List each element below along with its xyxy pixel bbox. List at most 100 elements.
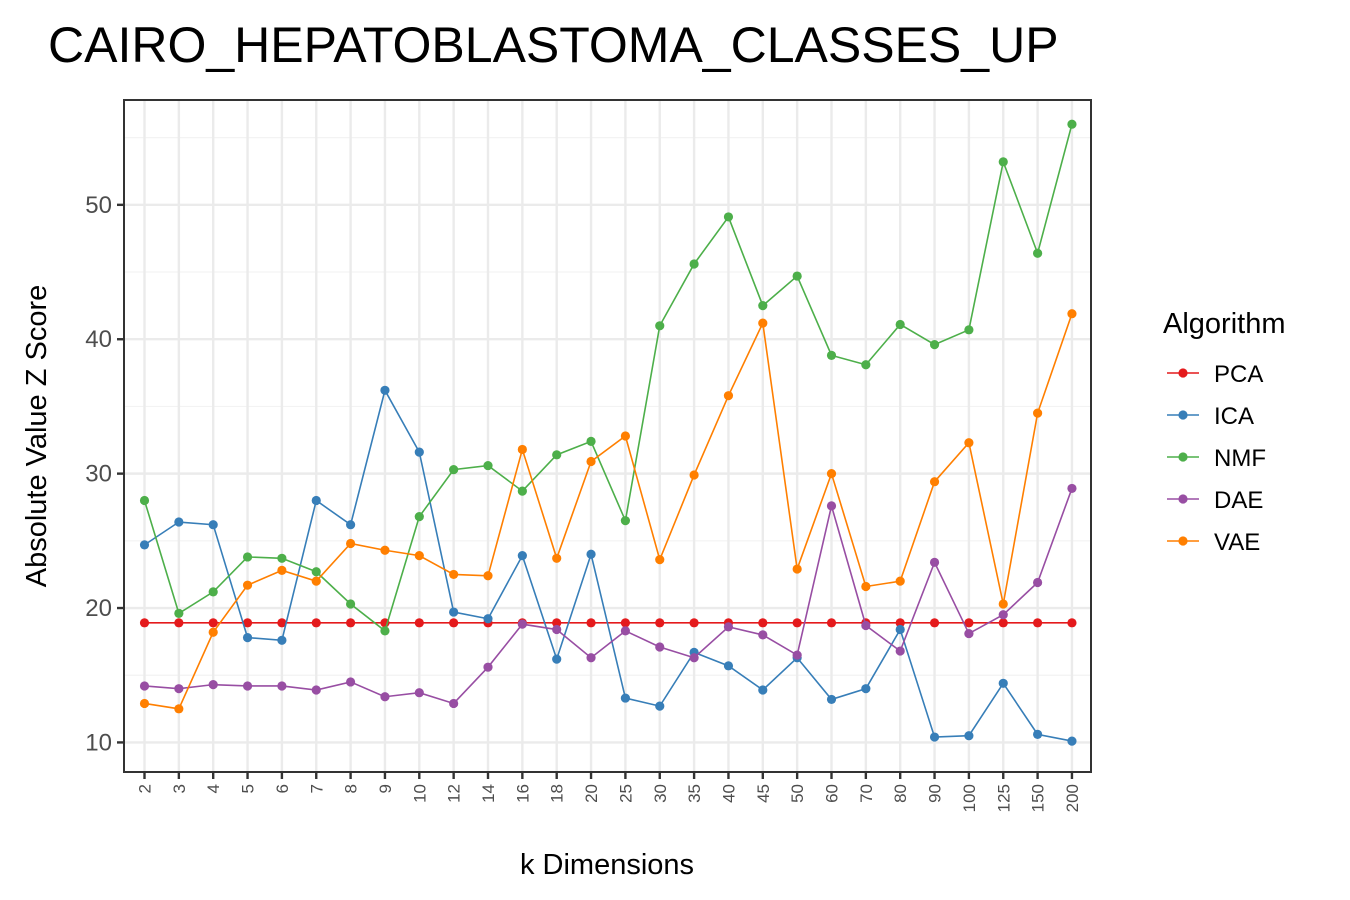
data-point-pca	[655, 618, 665, 628]
data-point-pca	[242, 618, 253, 628]
legend-key-point	[1178, 410, 1188, 420]
x-tick-label: 100	[960, 784, 979, 812]
x-tick-label: 40	[719, 784, 738, 803]
data-point-ica	[1067, 736, 1077, 746]
data-point-nmf	[483, 460, 493, 471]
data-point-vae	[964, 438, 974, 448]
data-point-dae	[449, 698, 459, 709]
data-point-vae	[552, 553, 562, 563]
panel-background	[124, 100, 1091, 772]
data-point-nmf	[414, 512, 424, 522]
data-point-nmf	[998, 157, 1008, 167]
data-point-vae	[517, 444, 527, 455]
data-point-dae	[929, 557, 940, 567]
data-point-vae	[861, 581, 871, 592]
data-point-vae	[449, 569, 459, 580]
data-point-pca	[998, 618, 1008, 628]
x-tick-label: 25	[616, 784, 635, 803]
x-tick-label: 2	[136, 784, 155, 793]
data-point-nmf	[449, 465, 459, 475]
data-point-pca	[964, 618, 974, 628]
data-point-nmf	[208, 587, 218, 597]
x-axis-label: k Dimensions	[520, 849, 694, 881]
data-point-nmf	[758, 301, 768, 311]
data-point-nmf	[380, 626, 390, 636]
legend-key-point	[1178, 494, 1188, 504]
data-point-ica	[174, 517, 184, 527]
data-point-vae	[346, 538, 356, 549]
data-point-pca	[620, 618, 631, 628]
data-point-dae	[826, 501, 837, 511]
y-axis-label: Absolute Value Z Score	[21, 285, 53, 588]
data-point-ica	[861, 684, 871, 694]
data-point-ica	[517, 551, 527, 561]
data-point-vae	[895, 576, 905, 586]
x-tick-label: 90	[926, 784, 945, 803]
data-point-vae	[723, 391, 734, 401]
x-tick-label: 60	[823, 784, 842, 803]
data-point-vae	[174, 704, 184, 714]
data-point-nmf	[826, 350, 837, 360]
data-point-ica	[758, 685, 768, 695]
x-tick-label: 3	[170, 784, 189, 793]
data-point-ica	[449, 607, 459, 617]
x-tick-label: 12	[445, 784, 464, 803]
data-point-dae	[723, 622, 734, 632]
data-point-pca	[277, 618, 287, 628]
data-point-pca	[346, 618, 356, 628]
data-point-nmf	[689, 259, 699, 269]
data-point-dae	[964, 628, 974, 639]
plot-panel	[124, 100, 1091, 772]
data-point-ica	[964, 731, 974, 741]
x-tick-label: 14	[479, 784, 498, 803]
y-tick-label: 20	[85, 595, 112, 622]
data-point-dae	[552, 624, 562, 635]
data-point-ica	[655, 701, 665, 711]
x-tick-label: 45	[754, 784, 773, 803]
x-tick-label: 4	[204, 784, 223, 793]
series-line-vae	[144, 313, 1073, 710]
legend-label: ICA	[1214, 403, 1254, 430]
series-line-ica	[144, 388, 1073, 742]
data-point-nmf	[620, 516, 631, 526]
series-dae	[139, 483, 1077, 709]
legend-label: NMF	[1214, 445, 1266, 472]
data-point-pca	[689, 618, 699, 628]
series-nmf	[139, 119, 1077, 636]
x-tick-label: 125	[994, 784, 1013, 812]
y-axis: 10 20 30 40 50	[85, 192, 124, 756]
y-tick-label: 50	[85, 192, 112, 219]
x-tick-label: 150	[1029, 784, 1048, 812]
data-point-vae	[208, 627, 218, 637]
data-point-pca	[311, 618, 321, 628]
x-tick-label: 9	[376, 784, 395, 793]
data-point-dae	[758, 630, 768, 640]
y-tick-label: 30	[85, 461, 112, 488]
data-point-nmf	[242, 552, 253, 562]
data-point-dae	[139, 681, 150, 691]
legend-key-point	[1178, 452, 1188, 462]
data-point-vae	[1067, 309, 1077, 319]
data-point-dae	[380, 692, 390, 702]
data-point-dae	[174, 684, 184, 694]
data-point-dae	[208, 680, 218, 690]
data-point-ica	[586, 549, 596, 559]
data-point-nmf	[964, 325, 974, 335]
x-tick-label: 18	[548, 784, 567, 803]
data-point-nmf	[552, 450, 562, 460]
x-tick-label: 6	[273, 784, 292, 793]
legend-key-point	[1178, 368, 1188, 378]
data-point-ica	[311, 495, 321, 506]
legend-key-point	[1178, 536, 1188, 546]
panel-border	[123, 99, 1092, 773]
data-point-vae	[586, 456, 596, 467]
x-tick-label: 80	[891, 784, 910, 803]
data-point-ica	[895, 624, 905, 635]
data-point-vae	[483, 571, 493, 581]
legend-item-pca: PCA	[1167, 361, 1263, 388]
data-point-ica	[826, 694, 837, 705]
data-point-nmf	[723, 212, 734, 222]
data-point-pca	[895, 618, 905, 628]
legend-item-nmf: NMF	[1167, 445, 1266, 472]
x-tick-label: 200	[1063, 784, 1082, 812]
